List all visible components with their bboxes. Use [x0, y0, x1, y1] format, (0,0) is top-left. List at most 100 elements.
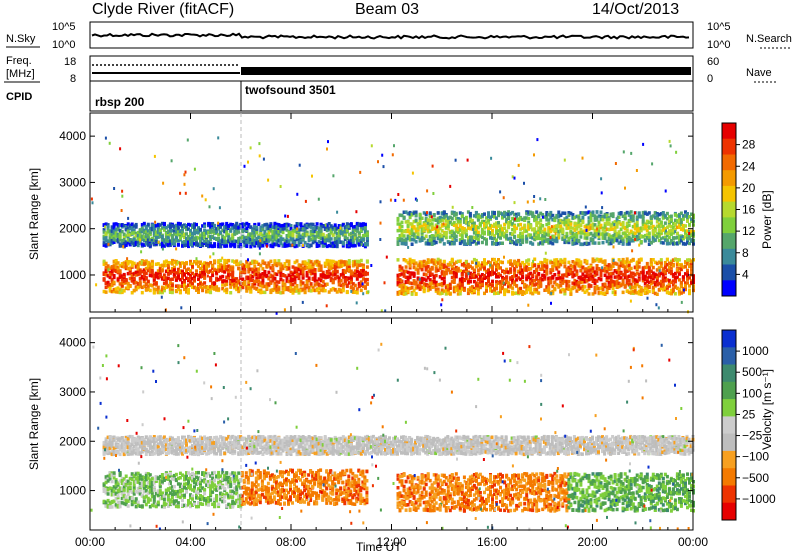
heatmap-cell [491, 266, 494, 271]
heatmap-cell [476, 263, 480, 268]
heatmap-cell [160, 277, 164, 281]
heatmap-cell [454, 265, 458, 270]
heatmap-cell [487, 214, 490, 219]
heatmap-cell [442, 259, 446, 264]
heatmap-cell [291, 230, 295, 234]
heatmap-cell [355, 236, 359, 241]
heatmap-cell [406, 261, 410, 265]
heatmap-cell [402, 229, 406, 234]
heatmap-cell [333, 223, 337, 227]
heatmap-cell [647, 285, 651, 289]
heatmap-cell [412, 234, 416, 238]
heatmap-cell [259, 225, 263, 230]
heatmap-cell [523, 290, 527, 295]
heatmap-cell [211, 266, 215, 270]
heatmap-cell [337, 230, 341, 235]
heatmap-cell [571, 281, 575, 285]
heatmap-cell [229, 291, 233, 295]
heatmap-cell [406, 236, 410, 241]
heatmap-cell [501, 275, 504, 280]
heatmap-cell [207, 286, 211, 290]
heatmap-cell [138, 280, 142, 284]
heatmap-cell [400, 268, 404, 272]
heatmap-cell [341, 288, 345, 293]
heatmap-cell [166, 229, 170, 234]
heatmap-cell [450, 275, 454, 280]
heatmap-cell [408, 266, 412, 270]
heatmap-cell [347, 276, 351, 280]
heatmap-cell [458, 241, 462, 246]
heatmap-cell [609, 264, 613, 268]
heatmap-cell [337, 276, 341, 280]
heatmap-cell [327, 262, 331, 267]
heatmap-cell [187, 289, 190, 293]
heatmap-cell [442, 279, 446, 283]
heatmap-cell [448, 220, 452, 225]
heatmap-cell [285, 259, 289, 263]
heatmap-cell [406, 234, 410, 238]
heatmap-cell [126, 285, 130, 290]
heatmap-cell [523, 268, 527, 272]
heatmap-cell [329, 237, 333, 241]
heatmap-cell [617, 276, 621, 280]
heatmap-cell [209, 260, 213, 265]
heatmap-cell [599, 291, 603, 295]
heatmap-cell [631, 275, 635, 279]
heatmap-cell [505, 229, 509, 234]
heatmap-cell [519, 271, 523, 276]
heatmap-cell [400, 233, 404, 237]
heatmap-cell [271, 232, 275, 237]
heatmap-cell [464, 272, 468, 276]
heatmap-cell [647, 271, 651, 275]
heatmap-cell [329, 229, 333, 233]
heatmap-cell [533, 263, 537, 268]
heatmap-cell [424, 261, 428, 265]
heatmap-cell [102, 262, 106, 266]
heatmap-cell [357, 231, 361, 235]
heatmap-cell [323, 274, 327, 279]
heatmap-cell [126, 260, 130, 264]
heatmap-cell [281, 264, 285, 268]
heatmap-cell [313, 239, 317, 244]
heatmap-cell [343, 225, 347, 230]
heatmap-cell [307, 244, 311, 248]
heatmap-cell [118, 238, 122, 242]
heatmap-cell [291, 232, 295, 236]
freq-tick-bottom: 8 [70, 73, 76, 85]
heatmap-cell [187, 278, 190, 283]
heatmap-cell [289, 282, 293, 287]
heatmap-cell [142, 243, 146, 247]
heatmap-cell [235, 239, 239, 244]
heatmap-cell [688, 291, 691, 296]
heatmap-cell [152, 287, 156, 292]
heatmap-cell [209, 244, 213, 248]
heatmap-cell [217, 277, 221, 282]
heatmap-cell [450, 211, 454, 215]
heatmap-cell [235, 224, 239, 228]
heatmap-cell [281, 285, 285, 289]
heatmap-cell [641, 272, 645, 276]
heatmap-cell [277, 290, 281, 294]
heatmap-cell [513, 235, 517, 239]
heatmap-cell [297, 291, 301, 295]
heatmap-cell [555, 267, 559, 271]
heatmap-cell [335, 244, 339, 249]
heatmap-cell [136, 272, 140, 277]
heatmap-cell [635, 266, 639, 271]
heatmap-cell [183, 223, 186, 227]
heatmap-cell [309, 289, 313, 293]
heatmap-cell [283, 244, 287, 248]
heatmap-cell [559, 262, 563, 267]
heatmap-cell [199, 227, 202, 232]
heatmap-cell [311, 240, 315, 245]
heatmap-cell [323, 264, 327, 268]
heatmap-cell [166, 283, 170, 288]
heatmap-cell [221, 274, 225, 279]
heatmap-cell [335, 235, 339, 240]
heatmap-cell [464, 242, 468, 246]
heatmap-cell [527, 212, 531, 216]
heatmap-cell [120, 274, 124, 278]
heatmap-cell [187, 222, 190, 227]
heatmap-cell [172, 265, 176, 270]
heatmap-cell [555, 258, 559, 262]
